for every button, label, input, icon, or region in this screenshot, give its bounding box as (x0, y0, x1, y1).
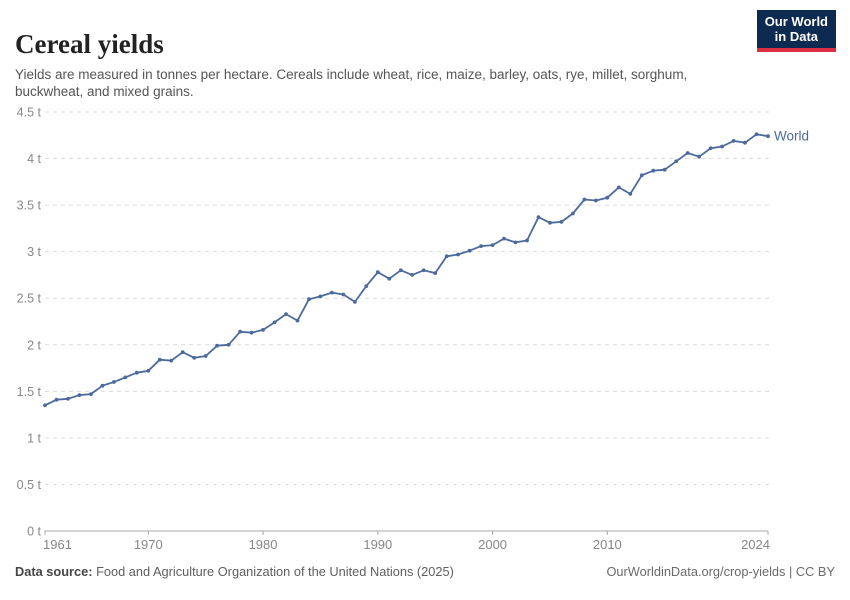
data-point-marker[interactable] (616, 185, 621, 190)
y-tick-label: 4.5 t (17, 106, 42, 120)
data-point-marker[interactable] (605, 195, 610, 200)
data-point-marker[interactable] (766, 134, 770, 139)
data-point-marker[interactable] (261, 328, 265, 332)
owid-logo-line1: Our World (764, 14, 828, 29)
data-point-marker[interactable] (307, 297, 311, 302)
data-point-marker[interactable] (169, 358, 174, 363)
data-point-marker[interactable] (536, 215, 541, 220)
data-point-marker[interactable] (708, 146, 713, 151)
data-source-label: Data source: (15, 564, 93, 579)
data-point-marker[interactable] (180, 350, 185, 355)
data-point-marker[interactable] (479, 244, 483, 249)
data-point-marker[interactable] (731, 139, 736, 143)
chart-subtitle: Yields are measured in tonnes per hectar… (15, 66, 688, 99)
data-point-marker[interactable] (157, 357, 162, 362)
data-point-marker[interactable] (203, 354, 208, 358)
data-point-marker[interactable] (375, 270, 380, 275)
data-point-marker[interactable] (456, 252, 460, 257)
data-point-marker[interactable] (387, 276, 392, 281)
data-point-marker[interactable] (272, 320, 277, 325)
data-point-marker[interactable] (54, 397, 59, 402)
data-point-marker[interactable] (490, 243, 495, 248)
data-point-marker[interactable] (112, 380, 116, 384)
data-point-marker[interactable] (284, 312, 288, 316)
data-point-marker[interactable] (192, 355, 197, 360)
data-point-marker[interactable] (364, 284, 369, 288)
data-source-text: Food and Agriculture Organization of the… (92, 564, 454, 579)
x-tick-label: 2024 (741, 537, 770, 552)
y-tick-label: 1 t (27, 431, 41, 445)
x-tick-label: 1970 (134, 537, 163, 552)
data-point-marker[interactable] (249, 330, 254, 335)
data-point-marker[interactable] (353, 300, 357, 304)
data-point-marker[interactable] (318, 294, 323, 299)
data-point-marker[interactable] (66, 396, 70, 401)
y-tick-label: 4 t (27, 152, 41, 166)
y-tick-label: 0 t (27, 525, 41, 539)
data-point-marker[interactable] (330, 290, 334, 295)
data-point-marker[interactable] (398, 268, 403, 273)
x-tick-label: 2010 (593, 537, 622, 552)
data-point-marker[interactable] (548, 220, 552, 225)
data-point-marker[interactable] (628, 192, 633, 196)
y-tick-label: 1.5 t (17, 385, 42, 399)
data-point-marker[interactable] (525, 238, 529, 243)
data-point-marker[interactable] (594, 198, 598, 203)
x-tick-label: 2000 (478, 537, 507, 552)
x-tick-label: 1961 (43, 537, 72, 552)
data-point-marker[interactable] (685, 151, 690, 155)
data-point-marker[interactable] (433, 271, 438, 275)
data-point-marker[interactable] (226, 342, 231, 347)
data-point-marker[interactable] (571, 211, 575, 216)
data-point-marker[interactable] (410, 273, 415, 277)
data-point-marker[interactable] (100, 383, 105, 388)
world-series-line[interactable] (44, 133, 769, 407)
data-point-marker[interactable] (421, 268, 426, 273)
owid-logo-line2: in Data (774, 29, 819, 44)
data-point-marker[interactable] (697, 154, 701, 159)
data-point-marker[interactable] (123, 375, 128, 380)
data-point-marker[interactable] (720, 144, 724, 149)
series-label: World (774, 129, 809, 144)
owid-logo[interactable]: Our World in Data (756, 10, 836, 52)
data-point-marker[interactable] (444, 254, 449, 259)
data-point-marker[interactable] (582, 197, 587, 202)
y-tick-label: 2 t (27, 338, 41, 352)
data-point-marker[interactable] (754, 132, 759, 137)
x-tick-label: 1990 (363, 537, 392, 552)
y-tick-label: 2.5 t (17, 292, 42, 306)
data-point-marker[interactable] (639, 173, 644, 178)
data-point-marker[interactable] (651, 168, 656, 173)
data-point-marker[interactable] (295, 318, 300, 323)
data-point-marker[interactable] (238, 329, 243, 334)
data-point-marker[interactable] (674, 159, 679, 164)
data-source: Data source: Food and Agriculture Organi… (15, 564, 454, 579)
data-point-marker[interactable] (662, 167, 667, 172)
data-point-marker[interactable] (134, 370, 139, 375)
data-point-marker[interactable] (559, 220, 564, 224)
y-tick-label: 3.5 t (17, 199, 42, 213)
y-tick-label: 0.5 t (17, 478, 42, 492)
y-tick-label: 3 t (27, 245, 41, 259)
data-point-marker[interactable] (743, 140, 747, 145)
x-tick-label: 1980 (249, 537, 278, 552)
chart-title: Cereal yields (15, 29, 164, 60)
chart-footer: Data source: Food and Agriculture Organi… (15, 564, 835, 579)
data-point-marker[interactable] (467, 248, 472, 253)
footer-link[interactable]: OurWorldinData.org/crop-yields | CC BY (606, 564, 835, 579)
data-point-marker[interactable] (341, 292, 346, 297)
data-point-marker[interactable] (43, 403, 47, 408)
data-point-marker[interactable] (77, 393, 82, 397)
data-point-marker[interactable] (146, 368, 151, 373)
data-point-marker[interactable] (513, 240, 518, 245)
data-point-marker[interactable] (502, 236, 506, 241)
data-point-marker[interactable] (215, 343, 220, 348)
data-point-marker[interactable] (89, 392, 93, 396)
